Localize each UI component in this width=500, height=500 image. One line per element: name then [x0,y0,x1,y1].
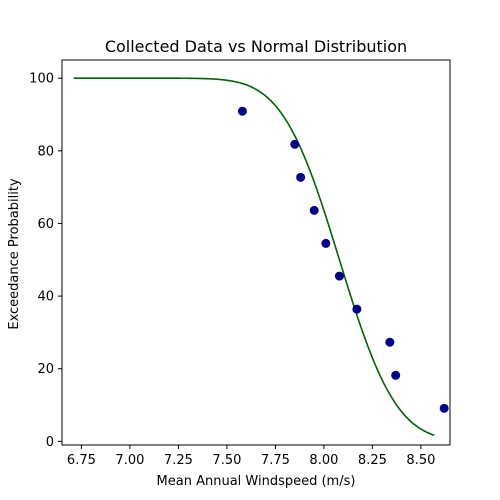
y-tick-label-1: 0 [46,435,54,450]
y-axis-label: Exceedance Probability [7,178,22,330]
x-tick-label-4: 7.50 [212,453,241,468]
y-tick-label-6: 100 [29,72,54,87]
y-tick-label-5: 80 [37,144,54,159]
data-point-9 [391,370,401,380]
data-point-7 [352,304,362,314]
x-tick-label-8: 8.50 [406,453,435,468]
plot-frame [61,59,451,446]
x-axis: 6.75 7.00 7.25 7.50 7.75 8.00 8.25 8.50 [67,445,435,468]
data-point-5 [321,238,331,248]
x-tick-label-7: 8.25 [358,453,387,468]
distribution-curve [73,77,435,437]
y-tick-label-3: 40 [37,290,54,305]
x-tick-label-2: 7.00 [115,453,144,468]
y-tick-label-4: 60 [37,217,54,232]
x-tick-label-1: 6.75 [67,453,96,468]
y-tick-label-2: 20 [37,362,54,377]
x-axis-label: Mean Annual Windspeed (m/s) [157,474,356,489]
x-tick-label-6: 8.00 [309,453,338,468]
chart-title: Collected Data vs Normal Distribution [105,37,407,56]
x-tick-label-5: 7.75 [261,453,290,468]
x-tick-label-3: 7.25 [164,453,193,468]
y-axis: 0 20 40 60 80 100 [29,72,62,450]
data-point-3 [296,172,306,182]
data-point-10 [439,403,449,413]
data-point-1 [237,106,247,116]
data-point-4 [309,205,319,215]
data-point-2 [290,139,300,149]
data-point-8 [385,337,395,347]
plot-layer [73,77,449,437]
data-point-6 [334,271,344,281]
